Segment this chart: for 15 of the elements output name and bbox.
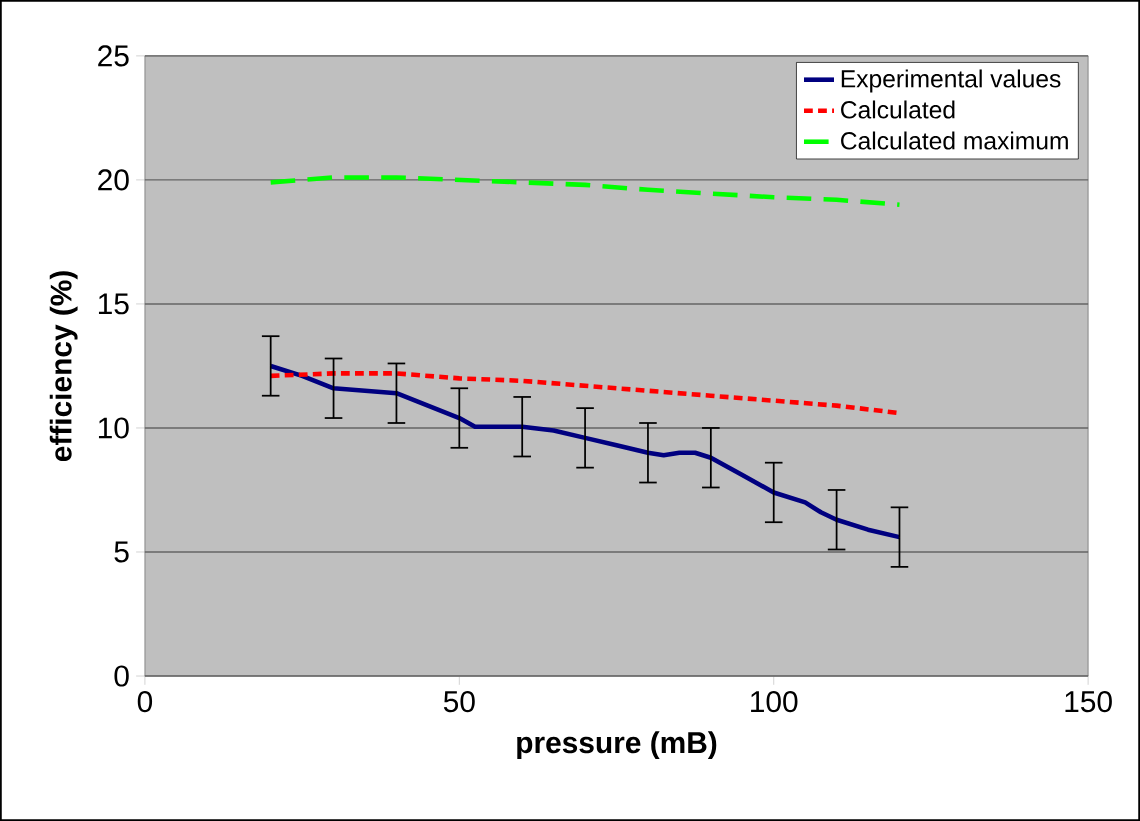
x-tick-label: 100 xyxy=(751,691,798,713)
y-tick-label: 25 xyxy=(98,45,129,67)
x-axis-title: pressure (mB) xyxy=(517,731,717,760)
x-tick-label: 0 xyxy=(137,691,153,713)
y-axis-title: efficiency (%) xyxy=(49,271,78,462)
legend-label: Calculated maximum xyxy=(841,131,1068,150)
legend-label: Experimental values xyxy=(841,69,1061,93)
y-tick-label: 0 xyxy=(114,665,129,687)
y-tick-label: 20 xyxy=(98,169,129,191)
y-tick-label: 15 xyxy=(98,293,129,315)
legend-label: Calculated xyxy=(841,100,955,119)
y-tick-label: 5 xyxy=(114,541,129,563)
x-tick-label: 150 xyxy=(1065,691,1112,713)
x-tick-label: 50 xyxy=(443,691,475,713)
y-tick-label: 10 xyxy=(98,417,129,439)
